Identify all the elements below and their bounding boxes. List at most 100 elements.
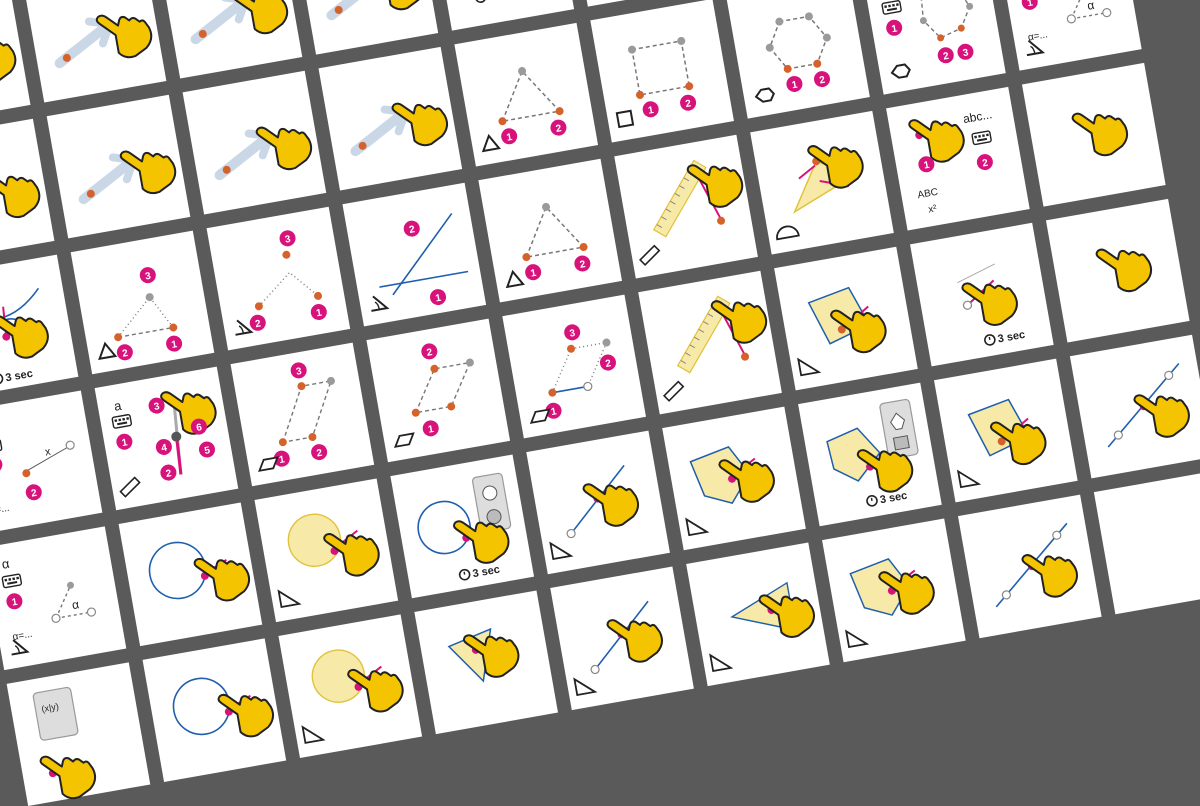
tile-drawing: 3 sec (474, 0, 517, 3)
drag-arrow-trail (326, 0, 383, 21)
circle-shape (172, 677, 231, 736)
construction-line (768, 15, 828, 70)
tool-tile-line-point (526, 430, 670, 575)
hand-pointer-icon (856, 449, 914, 493)
tool-tile-point-line (1069, 334, 1200, 479)
step-badge: 2 (25, 484, 42, 501)
step-badge: 1 (422, 420, 439, 437)
svg-text:3: 3 (284, 234, 292, 246)
parallelogram-icon (393, 432, 415, 448)
svg-text:1: 1 (791, 79, 799, 91)
point-marker (566, 528, 576, 539)
step-badge: 2 (574, 255, 591, 272)
step-badge: 1 (545, 402, 562, 419)
tile-drawing: 1 abc... 2 ABC x² (908, 107, 993, 216)
hand-pointer-icon (606, 619, 663, 663)
tile-drawing: 12 (615, 36, 697, 129)
point-marker (51, 613, 61, 623)
tile-drawing (190, 0, 289, 45)
svg-text:3 sec: 3 sec (5, 368, 34, 385)
point-marker (2, 332, 11, 341)
step-badge: 1 (501, 128, 518, 145)
keyboard-icon (1, 573, 23, 589)
svg-text:3: 3 (153, 401, 161, 413)
text-formula-label: x² (927, 203, 938, 215)
step-badge: 1 (786, 75, 803, 92)
alpha-mark: α (71, 597, 80, 612)
tile-drawing: 3 1 2 (258, 362, 335, 472)
point-marker (822, 33, 831, 42)
point-marker (837, 325, 846, 334)
tile-drawing: 3 2 1 (235, 230, 327, 336)
ruler-icon (639, 244, 661, 266)
angle-icon (371, 295, 390, 312)
protractor-icon (776, 225, 800, 241)
set-square-icon (956, 469, 982, 489)
triangle-icon (505, 269, 525, 289)
tile-drawing (639, 159, 744, 266)
tile-drawing (277, 513, 380, 609)
step-badge: 4 (155, 438, 172, 455)
tool-tile-angle-fill (686, 542, 830, 687)
set-square-icon (709, 653, 734, 673)
tool-tile-triangle-3pt: 3 2 1 (70, 230, 215, 375)
point-marker (465, 358, 474, 367)
tool-tile-protractor-tool (750, 110, 894, 255)
point-marker (962, 300, 973, 310)
tile-drawing: 3 sec (826, 398, 919, 507)
step-badge: 3 (139, 267, 156, 284)
hand-pointer-icon (718, 459, 775, 503)
point-marker (783, 64, 792, 73)
construction-line (415, 361, 472, 414)
hand-pointer-icon (0, 174, 41, 219)
svg-text:4: 4 (160, 442, 168, 454)
step-badge: 2 (937, 47, 954, 64)
step-badge: 2 (976, 154, 993, 171)
step-badge: 2 (680, 94, 697, 111)
svg-text:1: 1 (171, 339, 179, 351)
point-marker (145, 293, 154, 302)
set-square-icon (845, 629, 870, 649)
tool-tile-drag-arrow (294, 0, 439, 55)
ruler-icon (662, 380, 685, 402)
point-marker (278, 438, 287, 447)
point-marker (65, 440, 75, 450)
tile-drawing (447, 627, 520, 683)
distance-line (25, 447, 67, 472)
point-marker (86, 607, 97, 617)
tile-drawing (776, 145, 864, 241)
hand-pointer-icon (323, 533, 380, 577)
step-badge: 1 (116, 433, 133, 450)
step-badge: 1 (6, 593, 23, 610)
text-abc-label: abc... (962, 107, 993, 126)
menu-panel (32, 686, 79, 741)
circle-shape (417, 500, 471, 555)
point-marker (717, 216, 726, 225)
alpha-mark: α (1086, 0, 1095, 13)
construction-line (501, 69, 562, 122)
construction-line (392, 212, 453, 296)
svg-text:1: 1 (121, 437, 129, 449)
tile-drawing: 3 sec (417, 472, 512, 581)
tool-tile-angle-3pt: 3 2 1 (206, 206, 351, 351)
tool-tile-text-tool: 1 abc... 2 ABC x² (886, 86, 1030, 231)
tile-drawing: 12 (481, 67, 567, 153)
tool-tile-circle-tool (118, 502, 263, 647)
ruler-icon (652, 159, 707, 238)
point-marker (334, 5, 343, 14)
hand-pointer-icon (119, 150, 177, 195)
hand-pointer-icon (0, 315, 49, 359)
svg-text:2: 2 (685, 98, 693, 110)
hand-pointer-icon (95, 14, 153, 59)
tool-tile-circle-menu: 3 sec (390, 454, 535, 599)
svg-text:3 sec: 3 sec (879, 490, 908, 507)
point-marker (498, 117, 507, 126)
tool-tile-circle-fill (278, 614, 423, 759)
point-marker (198, 29, 207, 38)
tool-tile-hand (1045, 198, 1190, 343)
svg-text:2: 2 (408, 224, 416, 236)
point-marker (1113, 430, 1123, 440)
step-badge: 2 (550, 119, 567, 136)
